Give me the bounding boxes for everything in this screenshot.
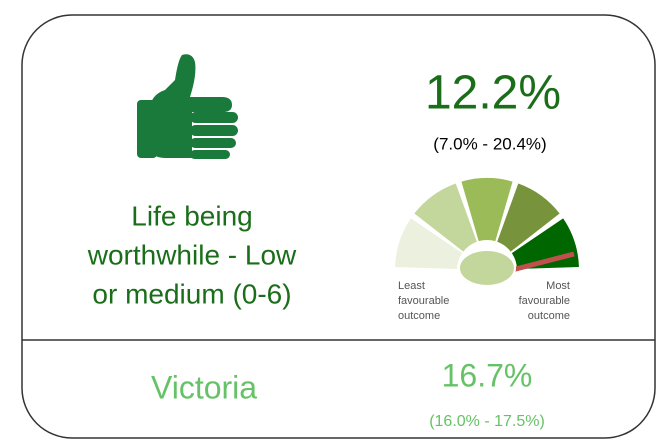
gauge-segment (497, 183, 560, 252)
gauge (395, 177, 579, 287)
main-value: 12.2% (425, 67, 561, 120)
indicator-label: or medium (0-6) (92, 278, 291, 309)
gauge-most: Most (546, 280, 570, 292)
thumbs-up-icon (137, 54, 238, 159)
gauge-segment (395, 218, 463, 270)
indicator-label: worthwhile - Low (87, 239, 297, 270)
region-name: Victoria (151, 369, 257, 405)
gauge-segment (461, 177, 513, 242)
gauge-least: favourable (398, 295, 449, 307)
region-value: 16.7% (442, 357, 533, 393)
gauge-least: Least (398, 280, 425, 292)
gauge-most: outcome (528, 310, 570, 322)
gauge-most: favourable (519, 295, 570, 307)
indicator-label: Life being (131, 200, 252, 231)
gauge-needle (511, 251, 575, 273)
region-interval: (16.0% - 17.5%) (429, 413, 545, 430)
main-interval: (7.0% - 20.4%) (433, 134, 546, 153)
gauge-least: outcome (398, 310, 440, 322)
gauge-segment (414, 183, 477, 252)
gauge-hub (458, 249, 516, 287)
